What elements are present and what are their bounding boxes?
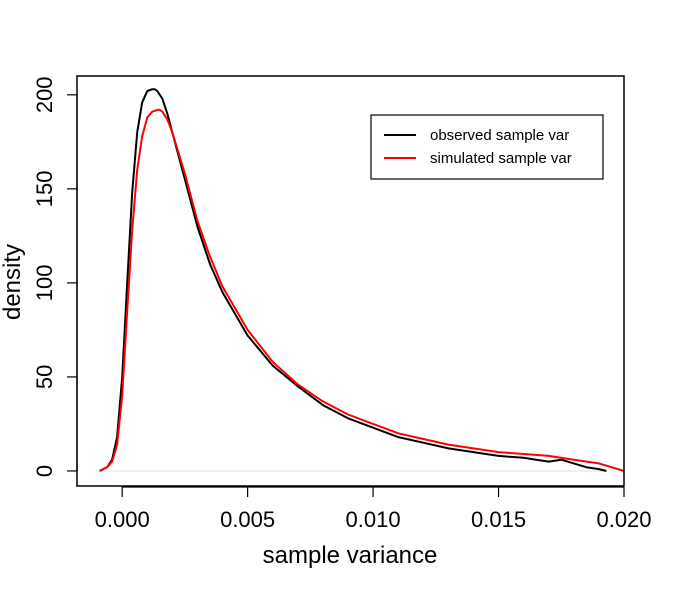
x-axis: 0.000 0.005 0.010 0.015 0.020 <box>95 486 652 532</box>
x-tick-label: 0.020 <box>596 507 651 532</box>
y-tick-label: 150 <box>32 170 57 207</box>
series-line-observed <box>99 88 607 472</box>
x-tick-label: 0.005 <box>220 507 275 532</box>
x-axis-title: sample variance <box>263 542 438 569</box>
series-line-simulated <box>99 108 625 472</box>
x-tick-label: 0.000 <box>95 507 150 532</box>
y-axis-title: density <box>0 244 26 320</box>
y-tick-label: 50 <box>32 365 57 389</box>
series-layer <box>99 88 625 472</box>
y-tick-label: 0 <box>32 465 57 477</box>
x-tick-label: 0.015 <box>471 507 526 532</box>
y-tick-label: 200 <box>32 76 57 113</box>
legend-label: simulated sample var <box>430 150 572 167</box>
y-axis: 0 50 100 150 200 <box>32 76 78 477</box>
y-tick-label: 100 <box>32 265 57 302</box>
legend-box <box>370 114 604 180</box>
x-tick-label: 0.010 <box>346 507 401 532</box>
legend: observed sample var simulated sample var <box>370 114 604 180</box>
legend-label: observed sample var <box>430 127 569 144</box>
